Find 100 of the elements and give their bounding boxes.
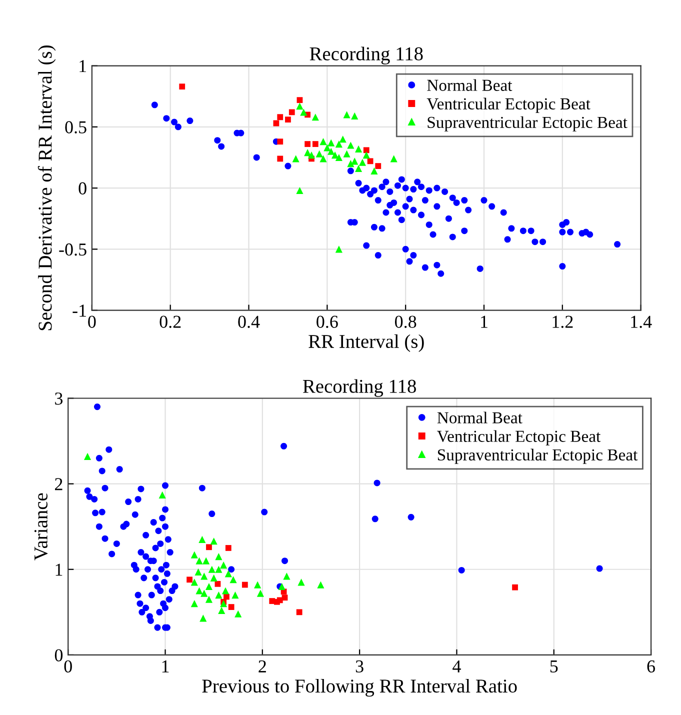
x-axis-title: Previous to Following RR Interval Ratio bbox=[202, 678, 517, 697]
point bbox=[220, 600, 228, 608]
point bbox=[312, 114, 319, 121]
point bbox=[218, 606, 226, 614]
point bbox=[282, 594, 288, 601]
point bbox=[228, 604, 234, 610]
point bbox=[205, 582, 213, 590]
point bbox=[277, 114, 284, 120]
point bbox=[215, 553, 222, 560]
point bbox=[230, 576, 237, 584]
y-tick-label: 3 bbox=[55, 392, 63, 405]
point bbox=[316, 150, 323, 158]
point bbox=[194, 568, 202, 576]
point bbox=[215, 592, 222, 599]
point bbox=[200, 590, 208, 597]
x-tick-label: 1 bbox=[481, 316, 488, 328]
x-tick-label: 4 bbox=[452, 660, 461, 672]
point bbox=[190, 551, 198, 558]
point bbox=[285, 116, 291, 123]
x-tick-label: 6 bbox=[647, 660, 656, 673]
point bbox=[320, 138, 327, 146]
point bbox=[304, 141, 311, 147]
chart-title: Recording 118 bbox=[310, 46, 423, 64]
legend-label: Normal Beat bbox=[427, 79, 512, 91]
point bbox=[277, 138, 284, 145]
point bbox=[354, 164, 362, 172]
y-tick-label: 0 bbox=[78, 182, 86, 194]
point bbox=[300, 108, 308, 116]
point bbox=[206, 544, 212, 550]
x-tick-label: 0.6 bbox=[316, 316, 338, 328]
point bbox=[276, 597, 283, 604]
chart-title: Recording 118 bbox=[302, 379, 416, 397]
point bbox=[179, 84, 186, 90]
point bbox=[200, 572, 208, 580]
point bbox=[390, 155, 398, 162]
point bbox=[328, 148, 335, 155]
point bbox=[190, 600, 198, 608]
point bbox=[347, 142, 354, 149]
x-tick-label: 5 bbox=[550, 660, 558, 673]
point bbox=[512, 584, 518, 590]
legend-label: Normal Beat bbox=[437, 412, 522, 424]
point bbox=[196, 557, 203, 564]
point bbox=[254, 581, 262, 588]
y-axis-title: Variance bbox=[34, 493, 48, 560]
point bbox=[202, 557, 210, 564]
point bbox=[232, 592, 239, 599]
point bbox=[210, 538, 218, 545]
point bbox=[224, 570, 232, 578]
point bbox=[343, 111, 350, 118]
point bbox=[283, 572, 290, 580]
point bbox=[292, 155, 300, 162]
y-tick-label: 1 bbox=[80, 60, 86, 72]
point bbox=[304, 149, 312, 156]
point bbox=[296, 102, 304, 110]
point bbox=[242, 582, 248, 588]
point bbox=[370, 167, 378, 174]
x-tick-label: 1.2 bbox=[552, 316, 573, 328]
point bbox=[288, 109, 295, 116]
point bbox=[210, 574, 218, 582]
legend-label: Ventricular Ectopic Beat bbox=[437, 430, 601, 446]
point bbox=[362, 151, 370, 159]
x-tick-label: 1.4 bbox=[631, 316, 652, 328]
point bbox=[296, 186, 304, 194]
y-tick-label: -0.5 bbox=[59, 243, 86, 256]
point bbox=[196, 587, 203, 594]
point bbox=[84, 452, 92, 460]
point bbox=[158, 491, 166, 498]
point bbox=[296, 609, 302, 616]
point bbox=[358, 158, 366, 166]
x-tick-label: 3 bbox=[356, 660, 364, 673]
point bbox=[367, 158, 374, 164]
legend-label: Supraventricular Ectopic Beat bbox=[438, 448, 638, 464]
point bbox=[328, 139, 335, 146]
x-tick-label: 0.8 bbox=[394, 316, 416, 328]
point bbox=[215, 566, 222, 573]
x-axis-title: RR Interval (s) bbox=[308, 334, 424, 352]
point bbox=[335, 246, 342, 253]
point bbox=[354, 145, 362, 152]
point bbox=[375, 163, 382, 169]
point bbox=[320, 155, 327, 162]
legend-label: Ventricular Ectopic Beat bbox=[426, 98, 590, 113]
point bbox=[190, 578, 198, 586]
x-tick-label: 0 bbox=[88, 316, 96, 328]
y-tick-label: 0.5 bbox=[65, 121, 86, 134]
point bbox=[220, 562, 228, 569]
x-tick-label: 0.2 bbox=[160, 316, 181, 328]
point bbox=[256, 590, 264, 597]
legend-label: Supraventricular Ectopic Beat bbox=[428, 116, 628, 132]
point bbox=[205, 596, 213, 603]
point bbox=[186, 576, 192, 583]
x-tick-label: 1 bbox=[162, 660, 169, 672]
point bbox=[335, 154, 342, 162]
x-tick-label: 0.4 bbox=[238, 316, 260, 328]
point bbox=[225, 545, 232, 551]
y-tick-label: -1 bbox=[72, 304, 86, 317]
point bbox=[234, 610, 242, 618]
point bbox=[317, 581, 324, 588]
point bbox=[200, 614, 207, 622]
x-tick-label: 2 bbox=[258, 660, 266, 672]
y-tick-label: 1 bbox=[56, 564, 62, 576]
